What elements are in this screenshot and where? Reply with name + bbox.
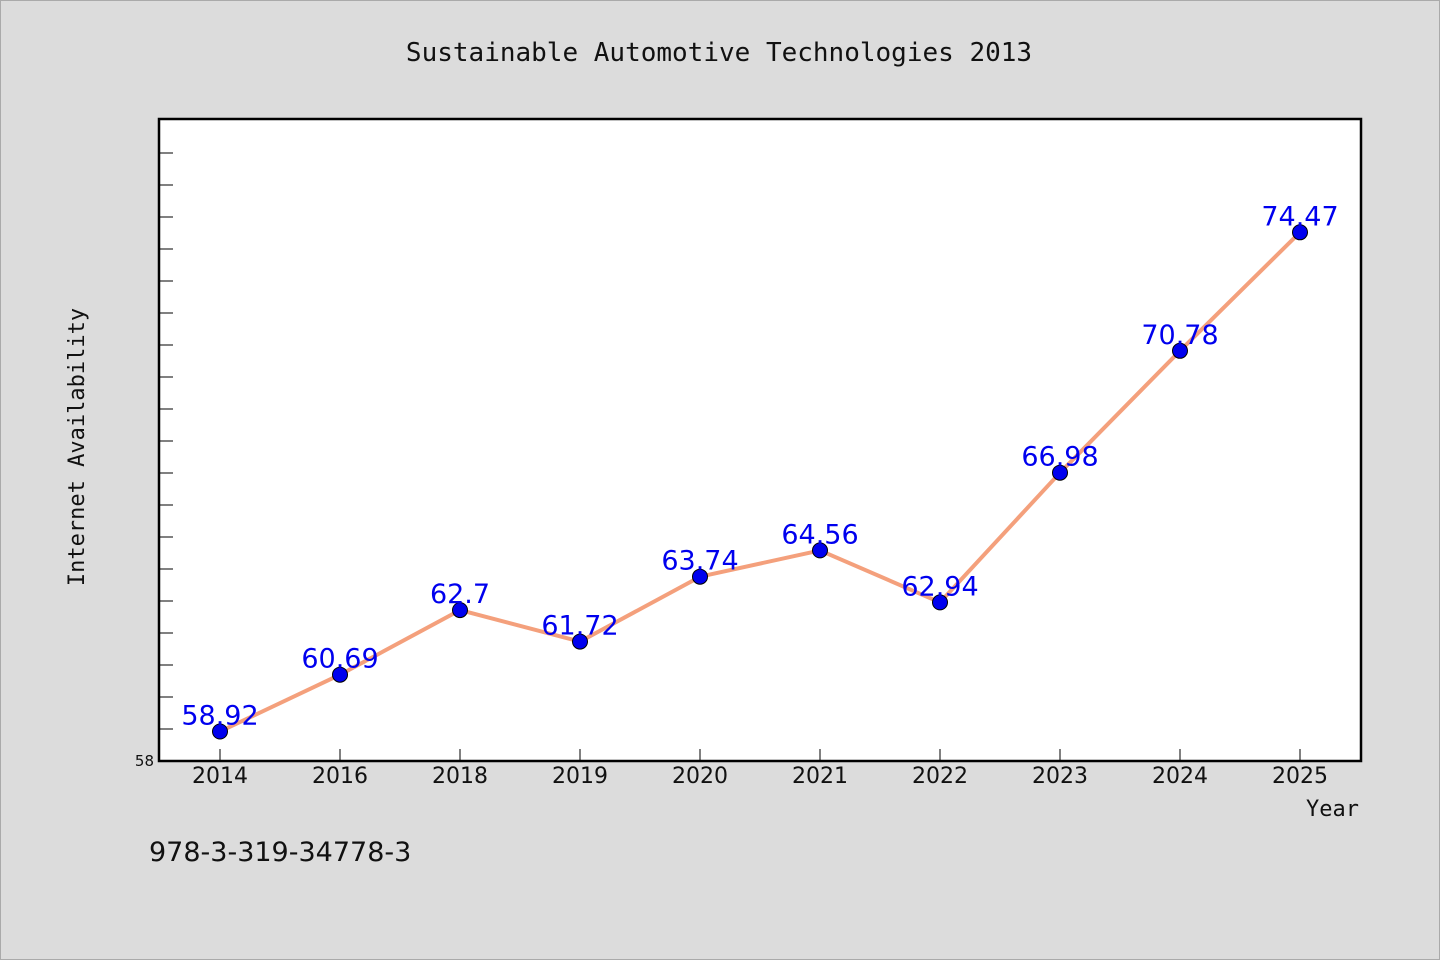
- x-tick-label: 2019: [552, 764, 608, 789]
- y-axis-ticks: [159, 152, 173, 730]
- x-tick-label: 2021: [792, 764, 848, 789]
- series-markers: [212, 224, 1308, 740]
- data-point: [1172, 342, 1188, 359]
- x-axis-label: Year: [1306, 797, 1359, 822]
- x-tick-label: 2022: [912, 764, 968, 789]
- x-tick-label: 2023: [1032, 764, 1088, 789]
- data-label: 66.98: [1021, 442, 1098, 473]
- data-label: 64.56: [781, 519, 858, 550]
- x-axis-ticks: [219, 749, 1301, 761]
- x-tick-labels: 2014 2016 2018 2019 2020 2021 2022 2023 2024 2025: [192, 764, 1328, 789]
- data-label: 60.69: [301, 644, 378, 675]
- footer-code: 978-3-319-34778-3: [149, 837, 411, 868]
- data-point: [812, 542, 828, 559]
- y-axis-label: Internet Availability: [65, 308, 90, 586]
- data-point: [572, 633, 588, 650]
- data-point: [332, 666, 348, 683]
- plot-area: [157, 117, 1363, 763]
- data-label: 74.47: [1261, 201, 1338, 232]
- x-tick-label: 2016: [312, 764, 368, 789]
- y-tick-label-min: 58: [135, 752, 154, 770]
- data-point: [692, 568, 708, 585]
- data-point: [932, 594, 948, 611]
- data-label: 62.94: [901, 571, 978, 602]
- data-label: 62.7: [430, 579, 490, 610]
- data-labels: 58.92 60.69 62.7 61.72 63.74 64.56 62.94 66.98 7…: [181, 201, 1338, 731]
- x-tick-label: 2024: [1152, 764, 1208, 789]
- data-label: 58.92: [181, 701, 258, 732]
- data-point: [212, 723, 228, 740]
- data-point: [452, 602, 468, 619]
- x-tick-label: 2014: [192, 764, 248, 789]
- series-line: [218, 230, 1302, 734]
- data-label: 63.74: [661, 546, 738, 577]
- x-tick-label: 2025: [1272, 764, 1328, 789]
- x-tick-label: 2020: [672, 764, 728, 789]
- data-point: [1052, 464, 1068, 481]
- data-label: 70.78: [1141, 320, 1218, 351]
- chart-title: Sustainable Automotive Technologies 2013: [406, 38, 1032, 68]
- data-label: 61.72: [541, 611, 618, 642]
- data-point: [1292, 224, 1308, 241]
- x-tick-label: 2018: [432, 764, 488, 789]
